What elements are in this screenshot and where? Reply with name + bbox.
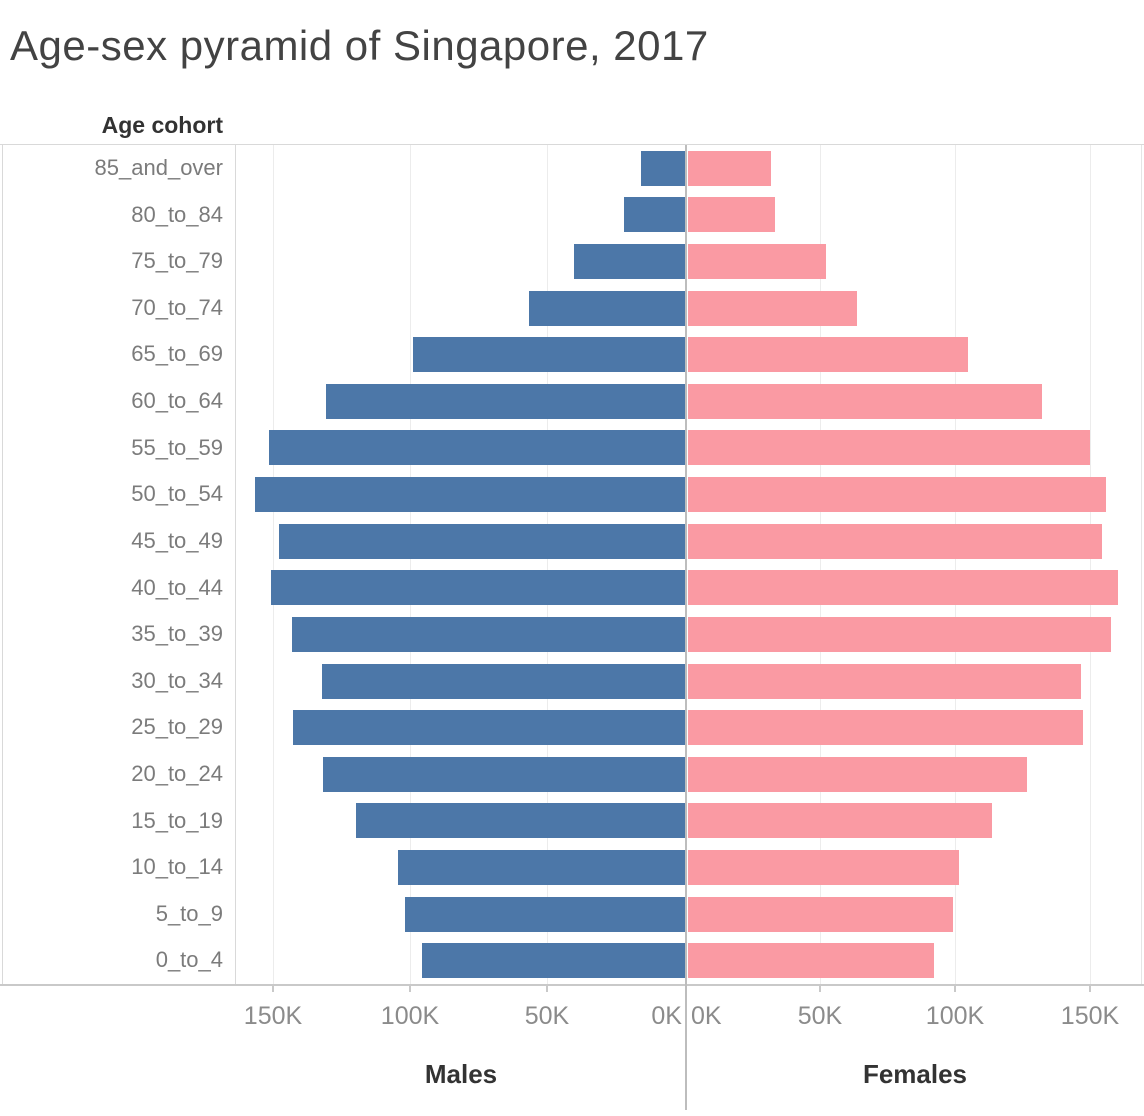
gridline [410,145,411,984]
x-axis-tick [1089,984,1091,992]
plot-right-border [1141,145,1142,984]
female-bar-5_to_9[interactable] [688,896,953,932]
row-label-0_to_4: 0_to_4 [155,947,223,973]
female-bar-65_to_69[interactable] [688,337,969,373]
female-bar-85_and_over[interactable] [688,150,771,186]
gridline [955,145,956,984]
label-column-border [235,145,236,984]
male-bar-80_to_84[interactable] [624,197,686,233]
x-axis-line [0,984,1144,986]
female-bar-80_to_84[interactable] [688,197,775,233]
x-tick-label: 50K [797,1002,843,1030]
female-bar-10_to_14[interactable] [688,849,960,885]
female-bar-25_to_29[interactable] [688,710,1084,746]
male-bar-70_to_74[interactable] [528,290,686,326]
male-bar-0_to_4[interactable] [421,943,686,979]
x-tick-label: 0K [651,1002,682,1030]
row-label-35_to_39: 35_to_39 [131,621,223,647]
male-bar-25_to_29[interactable] [292,710,686,746]
female-bar-55_to_59[interactable] [688,430,1090,466]
female-bar-20_to_24[interactable] [688,756,1028,792]
male-bar-10_to_14[interactable] [398,849,686,885]
x-tick-label: 0K [691,1002,722,1030]
x-tick-label: 100K [925,1002,985,1030]
row-label-40_to_44: 40_to_44 [131,574,223,600]
gridline [273,145,274,984]
x-axis-tick [819,984,821,992]
male-bar-65_to_69[interactable] [412,337,686,373]
row-label-20_to_24: 20_to_24 [131,760,223,786]
x-axis-tick [954,984,956,992]
male-bar-60_to_64[interactable] [325,383,686,419]
female-bar-45_to_49[interactable] [688,523,1102,559]
female-bar-40_to_44[interactable] [688,570,1119,606]
x-axis-title-females: Females [862,1059,968,1089]
row-label-65_to_69: 65_to_69 [131,341,223,367]
female-bar-70_to_74[interactable] [688,290,858,326]
male-bar-85_and_over[interactable] [640,150,686,186]
male-bar-55_to_59[interactable] [269,430,686,466]
x-tick-label: 150K [243,1002,303,1030]
female-bar-35_to_39[interactable] [688,616,1111,652]
female-bar-15_to_19[interactable] [688,803,993,839]
row-label-80_to_84: 80_to_84 [131,201,223,227]
row-label-45_to_49: 45_to_49 [131,527,223,553]
x-tick-label: 100K [380,1002,440,1030]
plot-left-outer-border [2,145,3,984]
row-label-25_to_29: 25_to_29 [131,714,223,740]
row-label-60_to_64: 60_to_64 [131,388,223,414]
male-bar-35_to_39[interactable] [292,616,686,652]
female-bar-60_to_64[interactable] [688,383,1043,419]
male-bar-20_to_24[interactable] [322,756,686,792]
male-bar-5_to_9[interactable] [404,896,686,932]
row-label-5_to_9: 5_to_9 [155,900,223,926]
x-tick-label: 50K [524,1002,570,1030]
male-bar-50_to_54[interactable] [254,477,686,513]
gridline [1090,145,1091,984]
male-bar-45_to_49[interactable] [278,523,686,559]
male-bar-75_to_79[interactable] [573,244,686,280]
row-label-30_to_34: 30_to_34 [131,667,223,693]
row-label-10_to_14: 10_to_14 [131,854,223,880]
y-axis-title: Age cohort [101,112,223,138]
row-label-70_to_74: 70_to_74 [131,294,223,320]
female-bar-50_to_54[interactable] [688,477,1106,513]
male-bar-40_to_44[interactable] [270,570,686,606]
plot-top-border [0,144,1144,145]
row-label-85_and_over: 85_and_over [94,155,223,180]
x-axis-title-males: Males [424,1059,498,1089]
x-axis-tick [409,984,411,992]
row-label-50_to_54: 50_to_54 [131,481,223,507]
gridline [820,145,821,984]
female-bar-0_to_4[interactable] [688,943,935,979]
center-axis-divider [685,145,687,1110]
chart-title: Age-sex pyramid of Singapore, 2017 [10,22,709,69]
x-tick-label: 150K [1060,1002,1120,1030]
row-label-75_to_79: 75_to_79 [131,248,223,274]
male-bar-15_to_19[interactable] [356,803,686,839]
row-label-55_to_59: 55_to_59 [131,434,223,460]
x-axis-tick [272,984,274,992]
male-bar-30_to_34[interactable] [321,663,686,699]
female-bar-75_to_79[interactable] [688,244,827,280]
row-label-15_to_19: 15_to_19 [131,807,223,833]
gridline [547,145,548,984]
x-axis-tick [546,984,548,992]
female-bar-30_to_34[interactable] [688,663,1082,699]
